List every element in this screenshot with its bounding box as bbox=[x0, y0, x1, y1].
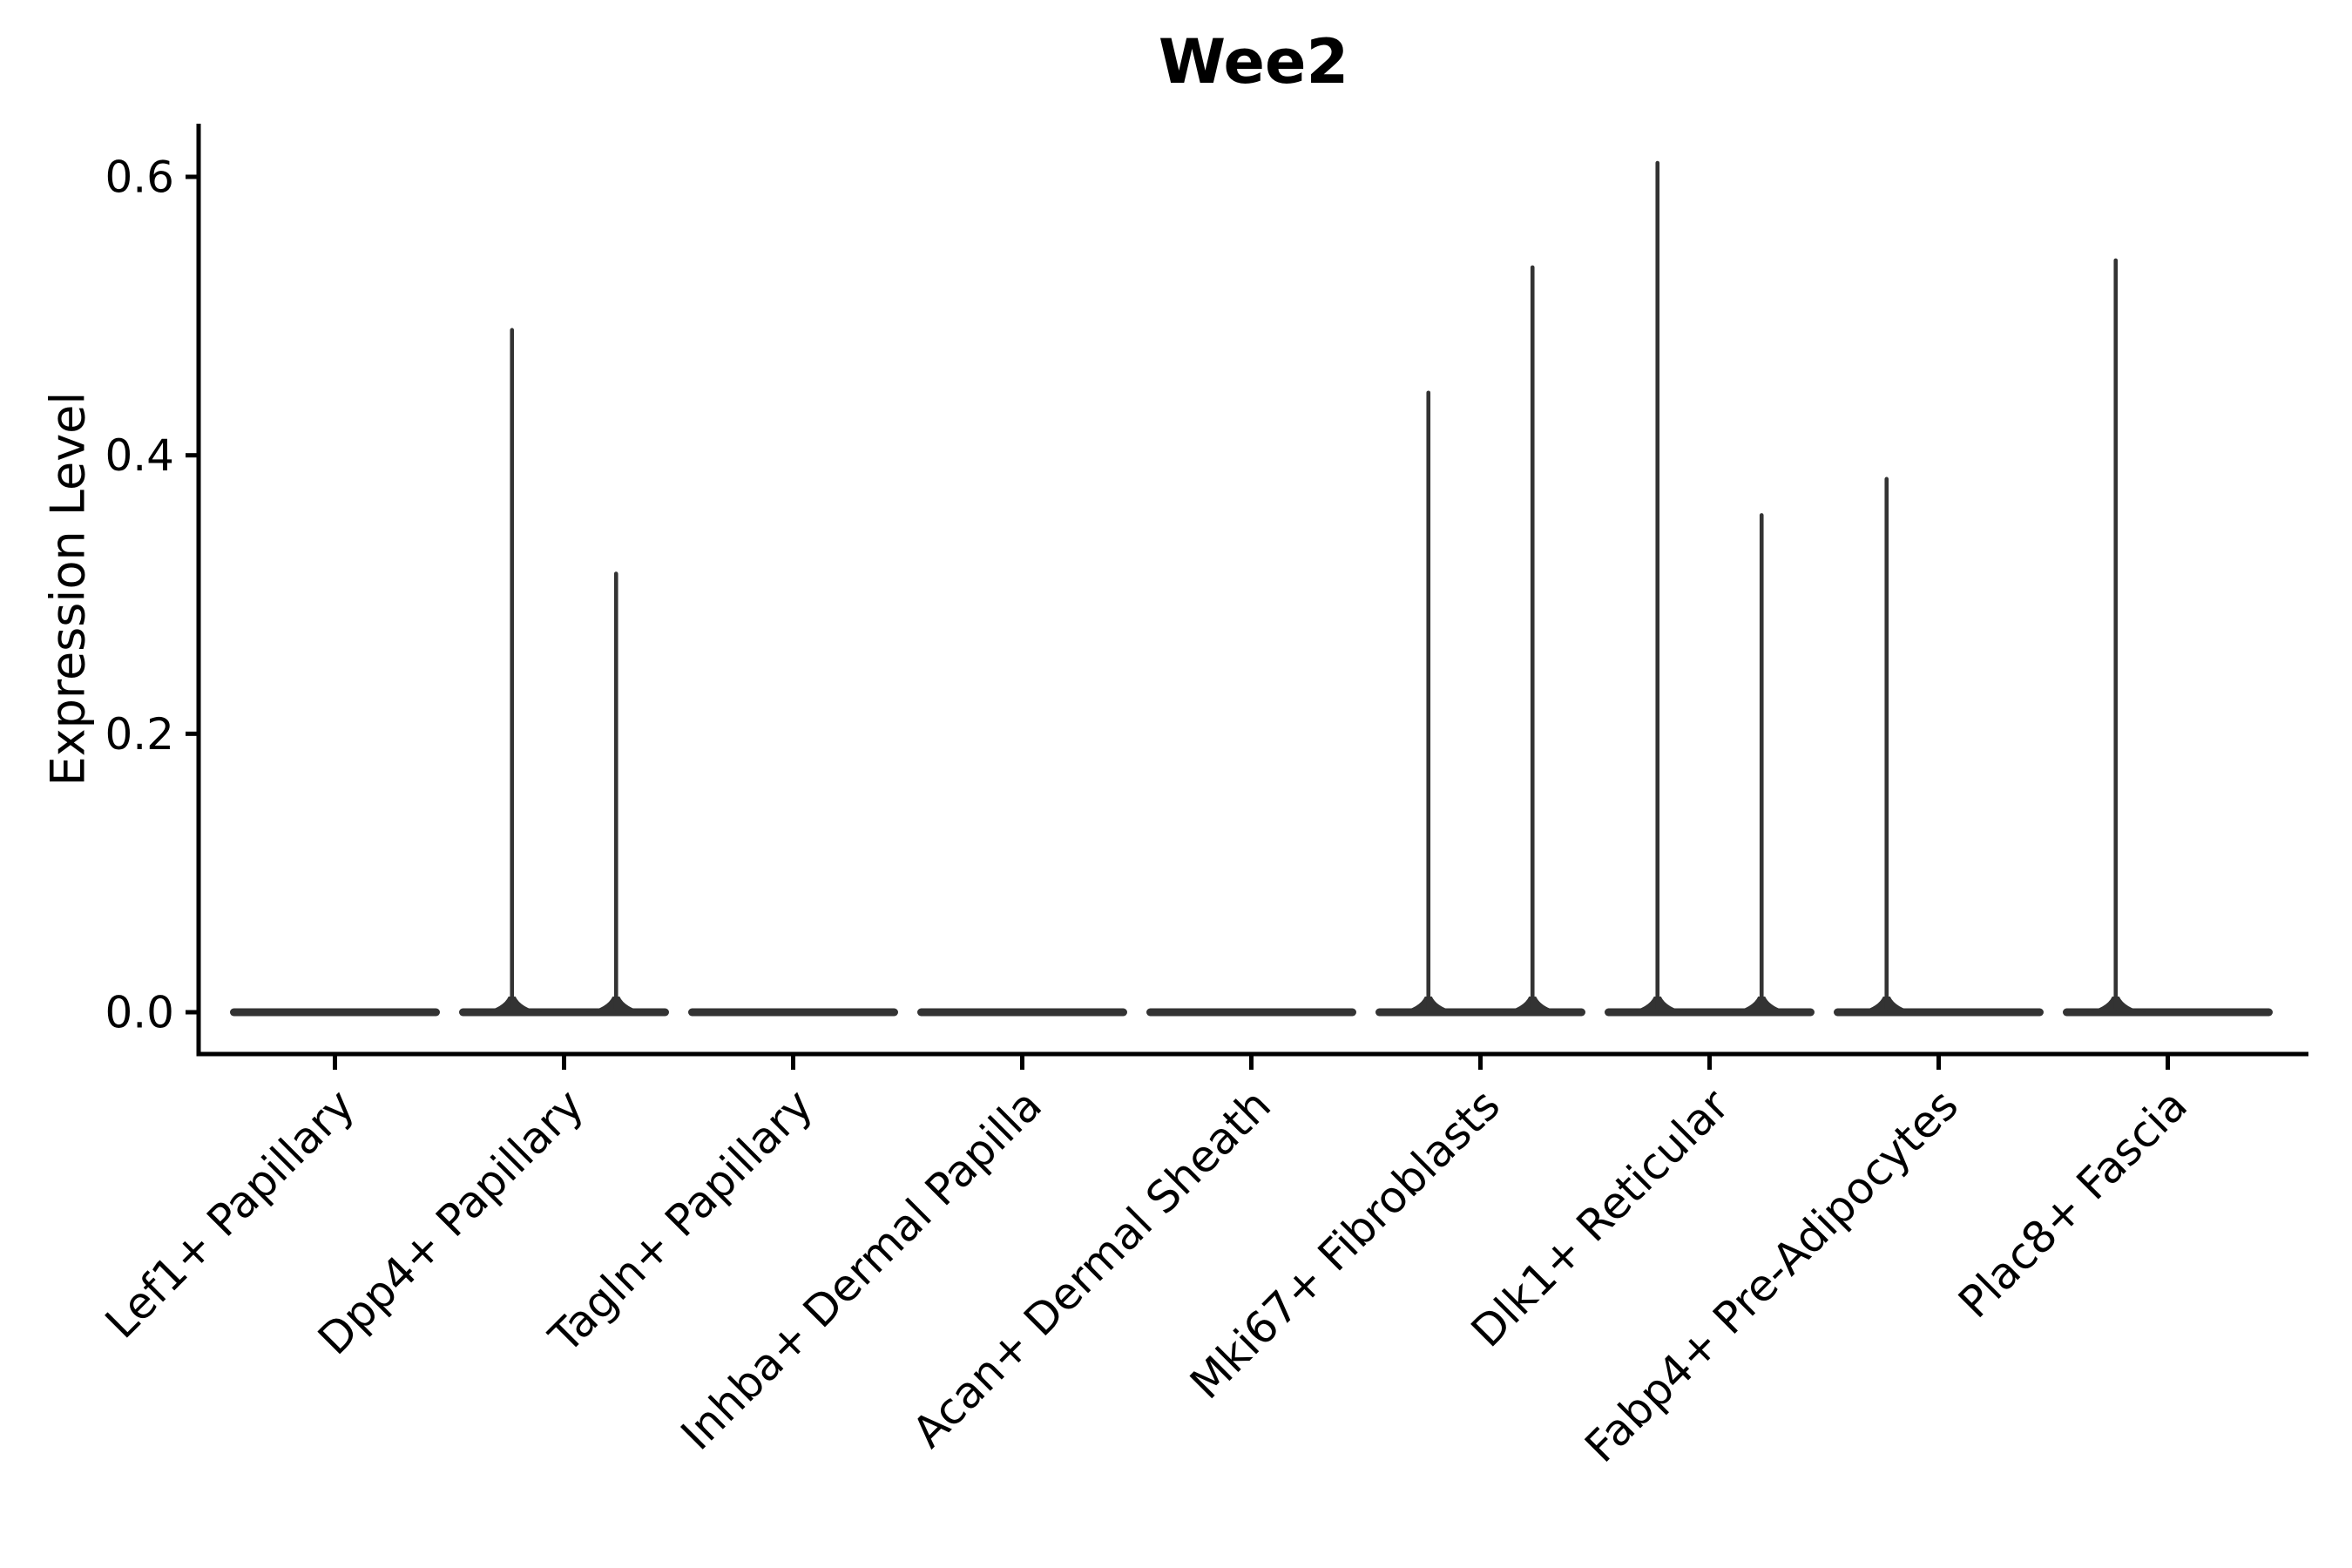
x-tick-label: Lef1+ Papillary bbox=[96, 1079, 364, 1348]
y-tick-label: 0.2 bbox=[105, 709, 174, 760]
axis-spines bbox=[196, 124, 2308, 1057]
y-tick-label: 0.6 bbox=[105, 152, 174, 203]
y-tick-label: 0.0 bbox=[105, 988, 174, 1038]
y-tick-label: 0.4 bbox=[105, 430, 174, 481]
chart-title: Wee2 bbox=[1158, 26, 1349, 98]
x-tick-label: Plac8+ Fascia bbox=[1949, 1079, 2197, 1328]
y-axis-label: Expression Level bbox=[40, 391, 96, 787]
x-tick-label: Fabp4+ Pre-Adipocytes bbox=[1575, 1079, 1968, 1472]
